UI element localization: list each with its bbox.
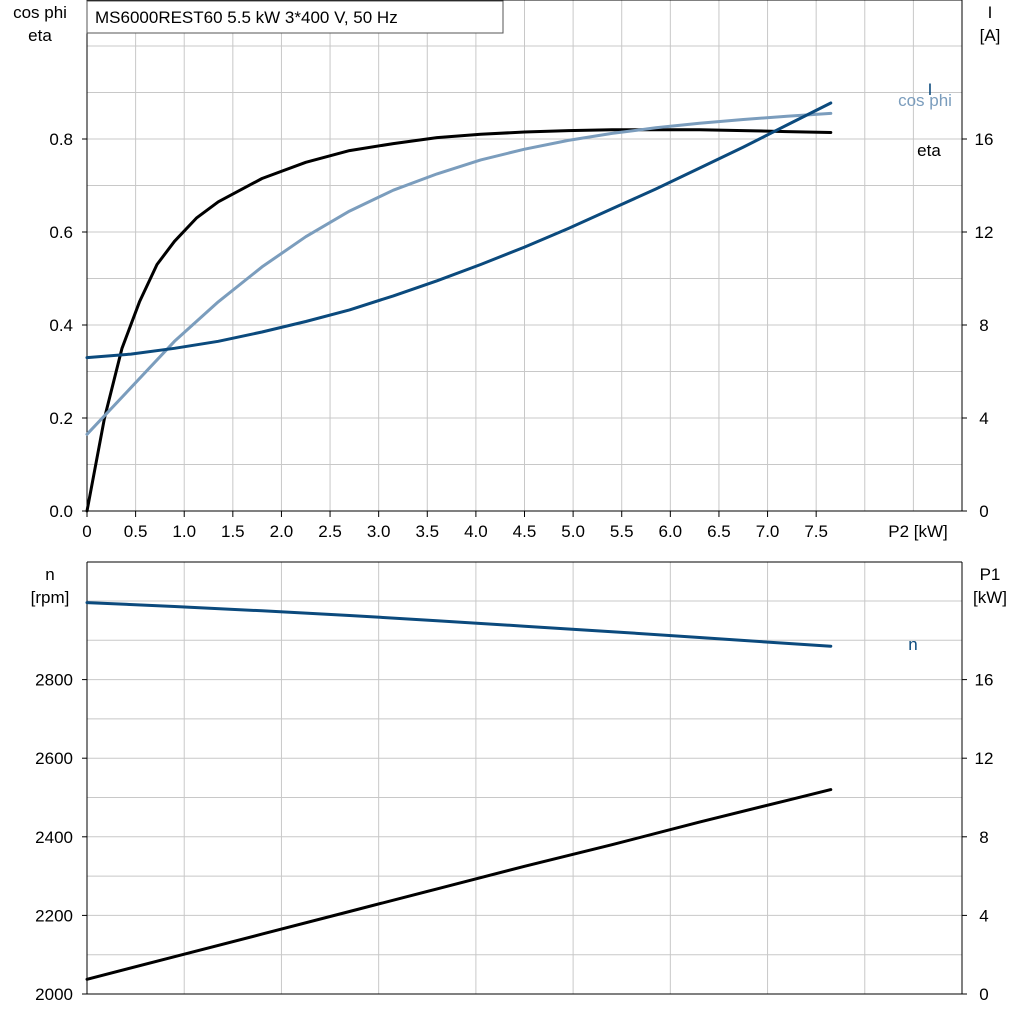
x-tick-label: 4.0 (464, 522, 488, 541)
left-tick-label: 0.2 (49, 409, 73, 428)
left-axis-label: n (45, 565, 54, 584)
x-tick-label: 1.5 (221, 522, 245, 541)
left-tick-label: 2000 (35, 985, 73, 1004)
right-tick-label: 12 (975, 223, 994, 242)
x-axis-label: P2 [kW] (888, 522, 948, 541)
x-tick-label: 2.0 (270, 522, 294, 541)
series-line-i (85, 101, 833, 360)
left-axis-label: eta (28, 26, 52, 45)
left-tick-label: 2400 (35, 828, 73, 847)
series-label-eta: eta (917, 141, 941, 160)
series-line-eta (85, 128, 833, 513)
series-label-cos-phi: cos phi (898, 91, 952, 110)
chart-panel-1: 0.0 0.2 0.4 0.6 0.8 0 4 8 12 16 0 0.5 1.0 1.5 2.0 2.5 3.… (13, 0, 1000, 541)
left-tick-label: 2200 (35, 906, 73, 925)
x-tick-label: 3.0 (367, 522, 391, 541)
right-tick-label: 4 (979, 906, 988, 925)
right-tick-label: 4 (979, 409, 988, 428)
left-axis-label: cos phi (13, 3, 67, 22)
x-tick-label: 3.5 (415, 522, 439, 541)
x-tick-label: 5.5 (610, 522, 634, 541)
chart-panel-2: 2000 2200 2400 2600 2800 0 4 8 12 16 n [rpm] P1 [kW] (31, 561, 1007, 1004)
x-tick-label: 6.0 (659, 522, 683, 541)
left-axis-label: [rpm] (31, 588, 70, 607)
x-tick-label: 0 (82, 522, 91, 541)
x-tick-label: 7.5 (804, 522, 828, 541)
left-tick-label: 2800 (35, 671, 73, 690)
left-tick-label: 0.0 (49, 502, 73, 521)
right-tick-label: 16 (975, 130, 994, 149)
series-line-n (85, 601, 833, 648)
x-tick-label: 4.5 (513, 522, 537, 541)
right-tick-label: 8 (979, 828, 988, 847)
right-tick-label: 0 (979, 985, 988, 1004)
left-tick-label: 0.4 (49, 316, 73, 335)
x-tick-label: 5.0 (561, 522, 585, 541)
right-tick-label: 8 (979, 316, 988, 335)
right-axis-label: I (988, 3, 993, 22)
x-tick-label: 1.0 (172, 522, 196, 541)
right-axis-label: [A] (980, 26, 1001, 45)
left-tick-label: 0.6 (49, 223, 73, 242)
x-tick-label: 2.5 (318, 522, 342, 541)
x-tick-label: 6.5 (707, 522, 731, 541)
left-tick-label: 2600 (35, 749, 73, 768)
chart-title: MS6000REST60 5.5 kW 3*400 V, 50 Hz (95, 8, 398, 27)
series-label-n: n (908, 635, 917, 654)
right-axis-label: P1 (980, 565, 1001, 584)
right-tick-label: 0 (979, 502, 988, 521)
title-frame (86, 0, 504, 34)
x-tick-label: 0.5 (124, 522, 148, 541)
right-tick-label: 12 (975, 749, 994, 768)
series-line-cos-phi (85, 111, 833, 436)
right-axis-label: [kW] (973, 588, 1007, 607)
chart-title-box: MS6000REST60 5.5 kW 3*400 V, 50 Hz (86, 0, 504, 34)
series-line-p1 (85, 788, 833, 981)
right-tick-label: 16 (975, 671, 994, 690)
x-tick-label: 7.0 (756, 522, 780, 541)
series-label-i: I (928, 80, 933, 99)
left-tick-label: 0.8 (49, 130, 73, 149)
